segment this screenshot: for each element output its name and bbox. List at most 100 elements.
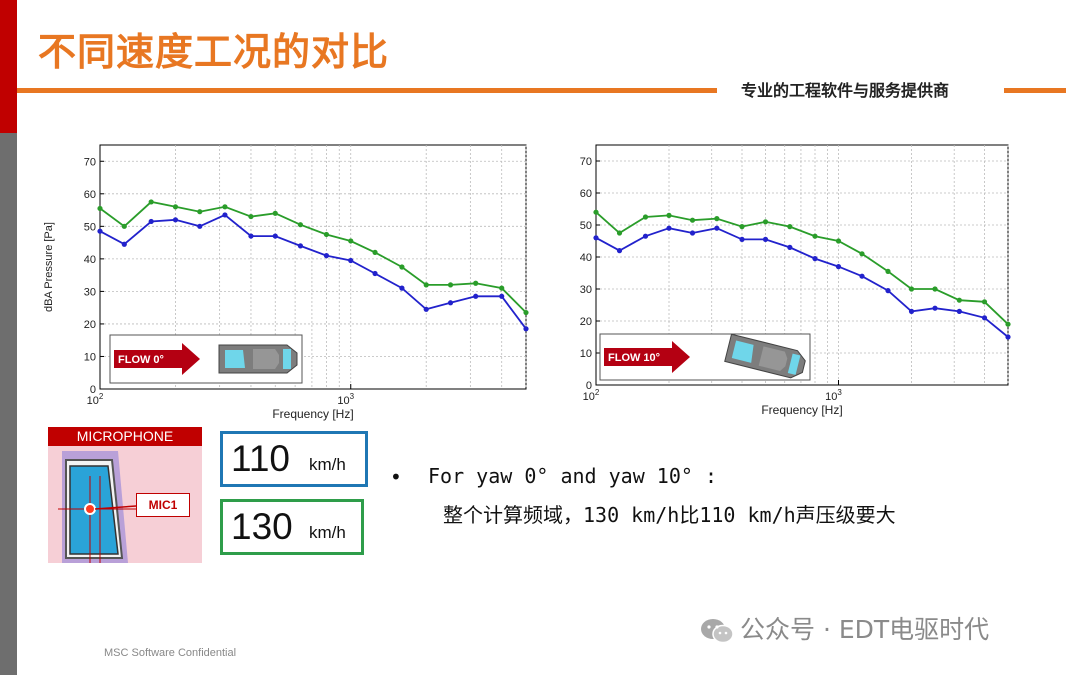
series-130-point [523,309,529,316]
series-110-point [447,300,454,306]
series-130-point [248,213,254,220]
y-tick-label: 0 [586,380,592,392]
series-130-point [714,216,720,222]
y-axis-label: dBA Pressure [Pa] [43,222,55,312]
series-130-point [1005,321,1011,327]
flow-inset: FLOW 0° [109,334,303,384]
series-130-point [981,299,988,305]
series-130-point [593,209,599,215]
series-110-point [348,257,354,264]
sidebar-gray-bar [0,133,17,675]
wechat-icon [701,619,734,644]
slide-title: 不同速度工况的对比 [38,30,390,74]
series-110-point [172,217,179,223]
series-130-point [423,282,429,288]
series-130-point [148,199,154,205]
series-110-point [689,230,696,236]
speed-110-unit: km/h [309,455,346,474]
series-130-point [97,205,103,212]
series-110-point [399,285,405,291]
series-130-point [859,251,865,257]
series-130-point [399,264,405,270]
series-130-point [197,209,203,215]
bullet-dot-icon: • [390,465,402,489]
flow-label: FLOW 0° [118,354,164,366]
series-110-point [835,264,842,270]
footer-confidential: MSC Software Confidential [104,647,237,659]
speed-130-legend-box: 130 km/h [220,499,364,555]
series-130-point [689,217,696,223]
series-110-point [859,273,865,279]
series-110-point [787,244,793,250]
series-110-point [908,308,915,314]
y-tick-label: 40 [580,252,592,264]
series-110-point [956,308,962,314]
series-110-point [121,241,127,247]
speed-110-legend-box: 110 km/h [220,431,368,487]
microphone-diagram-icon [58,451,138,563]
series-130-point [222,204,228,210]
series-130-point [121,223,127,229]
microphone-panel: MICROPHONE MIC1 [48,427,202,563]
series-130-point [908,286,915,292]
series-130-point [172,204,179,210]
series-110-point [523,326,529,332]
series-110-point [323,253,330,259]
x-tick-label: 102 [87,392,104,407]
y-tick-label: 10 [84,351,96,363]
series-110-point [981,315,988,321]
series-130-point [372,249,378,255]
series-110-point [97,228,103,234]
series-130-point [762,219,769,225]
series-110-point [714,225,720,231]
flow-arrow-icon [604,341,690,373]
sidebar-red-bar [0,0,17,133]
series-130-point [932,286,938,292]
series-110-line [99,213,527,330]
series-110-point [762,236,769,242]
series-110-point [248,233,254,239]
header-rule-left [17,88,717,93]
series-110-point [222,212,228,218]
series-130-point [739,224,745,230]
y-tick-label: 30 [84,286,96,298]
series-130-line [595,211,1009,325]
series-110-point [885,288,891,294]
series-130-point [499,285,505,291]
series-110-line [595,227,1009,338]
y-tick-label: 20 [580,316,592,328]
series-110-point [473,293,479,299]
y-tick-label: 30 [580,284,592,296]
series-130-point [787,224,793,230]
series-110-point [272,233,278,239]
series-130-point [616,230,623,236]
y-tick-label: 60 [580,188,592,200]
series-130-point [323,231,330,238]
y-tick-label: 70 [580,156,592,168]
series-130-point [297,222,304,228]
series-130-point [666,212,672,218]
series-110-point [372,270,378,277]
y-tick-label: 0 [90,384,96,396]
y-tick-label: 10 [580,348,592,360]
y-tick-label: 70 [84,156,96,168]
series-130-point [473,280,479,286]
series-110-point [739,236,745,242]
y-tick-label: 40 [84,254,96,266]
series-130-point [812,233,818,239]
watermark: 公众号 · EDT电驱时代 [700,612,989,648]
y-tick-label: 20 [84,319,96,331]
series-110-point [197,223,203,229]
series-130-point [885,268,891,274]
header-rule-right [1004,88,1066,93]
series-110-point [1005,334,1011,340]
series-130-point [642,214,649,220]
series-110-point [148,218,154,225]
flow-label: FLOW 10° [608,352,660,364]
series-130-line [99,200,527,314]
speed-110-value: 110 [231,438,290,479]
speed-130-value: 130 [231,506,293,547]
y-tick-label: 50 [580,220,592,232]
